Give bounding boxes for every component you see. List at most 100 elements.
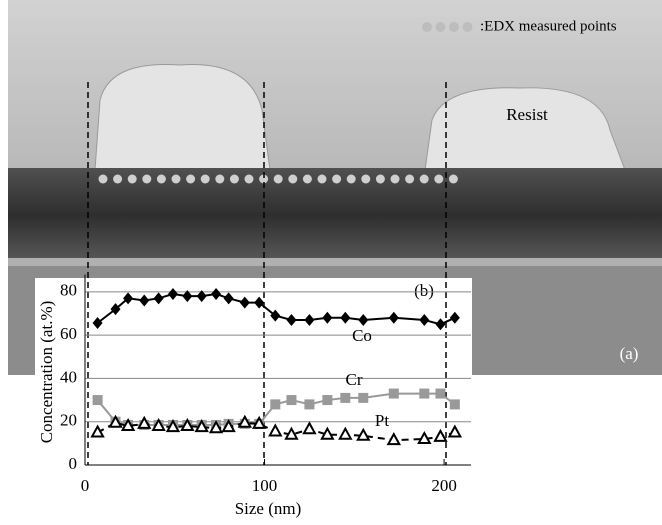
marker [221,419,236,433]
marker [388,311,399,324]
marker [167,287,178,300]
series-label: Pt [375,411,389,430]
marker [302,421,317,435]
resist-label: Resist [506,105,548,124]
x-axis-label: Size (nm) [235,499,302,518]
marker [153,292,164,305]
y-tick-label: 80 [60,281,77,300]
edx-dot [435,22,446,32]
edx-dot [244,174,254,184]
marker [237,414,252,428]
edx-dot [390,174,400,184]
marker [137,415,152,429]
edx-dot [302,174,312,184]
edx-dot [434,174,444,184]
marker [108,414,123,428]
series-label: Co [352,326,372,345]
edx-dot [229,174,239,184]
marker [322,395,333,406]
y-axis-label: Concentration (at.%) [37,301,56,444]
marker [447,424,463,438]
marker [208,420,224,434]
marker [435,388,446,399]
marker [196,290,207,303]
marker [435,318,446,331]
marker [165,419,181,433]
marker [419,388,430,399]
marker [268,423,283,437]
marker [340,392,351,403]
marker [356,427,371,441]
edx-dot [448,174,458,184]
edx-dot [113,174,123,184]
edx-dot [171,174,181,184]
edx-dot [273,174,283,184]
edx-dot [156,174,166,184]
edx-dot [462,22,473,32]
marker [358,392,369,403]
marker [388,388,399,399]
guide-lines [87,82,447,465]
y-tick-label: 20 [60,411,77,430]
marker [340,311,351,324]
marker [239,296,250,309]
series-label: Cr [346,370,363,389]
marker [419,313,430,326]
y-tick-label: 60 [60,324,77,343]
edx-dot [288,174,298,184]
edx-dot [317,174,327,184]
marker [90,424,105,438]
marker [180,417,195,432]
marker [270,399,281,410]
marker [449,311,460,324]
edx-dot [449,22,459,32]
marker [304,399,315,410]
edx-dot [142,174,152,184]
edx-dot [405,174,415,184]
edx-dot [200,174,210,184]
edx-dot [259,174,269,184]
edx-dot [361,174,371,184]
marker [211,287,222,300]
marker [223,292,234,305]
marker [386,432,401,446]
edx-dot [422,22,432,32]
x-tick-label: 100 [252,476,278,495]
marker [284,426,299,440]
marker [286,313,297,326]
marker [151,417,166,432]
marker [92,395,103,406]
marker [182,290,193,303]
marker [286,395,297,406]
marker [139,294,150,307]
chart-label: (b) [414,281,434,300]
marker [322,311,333,324]
marker [417,430,432,445]
marker [92,316,103,329]
marker [304,313,315,326]
marker [123,292,134,305]
marker [251,415,267,429]
marker [358,313,369,326]
series-line [97,421,456,442]
series-line [96,292,456,326]
marker [254,296,265,309]
image-label: (a) [620,344,639,363]
marker [320,426,335,440]
edx-legend: :EDX measured points [480,18,617,34]
marker [270,309,281,322]
edx-dot [419,174,429,184]
edx-dot [346,174,356,184]
y-tick-label: 40 [60,367,77,386]
marker [120,417,136,432]
edx-dot [186,174,196,184]
edx-dot [332,174,342,184]
marker [449,399,460,410]
edx-dot [215,174,225,184]
x-tick-label: 200 [431,476,457,495]
marker [110,303,121,316]
marker [194,419,209,433]
marker [338,426,353,440]
x-tick-label: 0 [81,476,90,495]
